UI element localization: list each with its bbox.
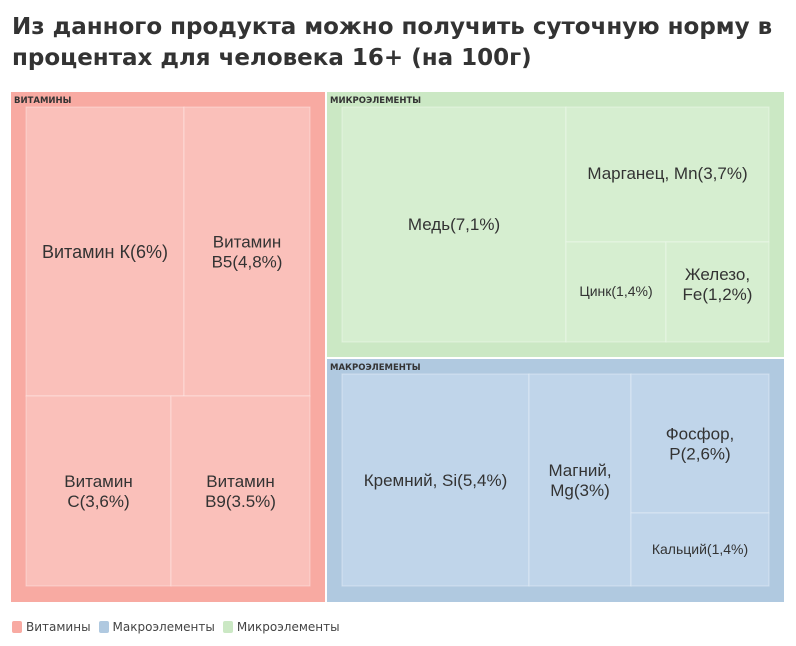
legend: Витамины Макроэлементы Микроэлементы (12, 620, 340, 634)
tile-micro-2[interactable] (565, 241, 667, 343)
group-header-micro: МИКРОЭЛЕМЕНТЫ (330, 96, 421, 106)
tile-label-vitamins-0: Витамин К(6%) (42, 242, 168, 262)
tile-macro-2[interactable] (630, 373, 770, 514)
tile-micro-0[interactable] (341, 106, 567, 343)
tile-label-vitamins-2: Витамин С(3,6%) (64, 472, 132, 511)
legend-item-micro[interactable]: Микроэлементы (222, 620, 340, 634)
tile-macro-0[interactable] (341, 373, 530, 587)
legend-item-vitamins[interactable]: Витамины (12, 620, 91, 634)
legend-swatch-micro (222, 621, 233, 633)
tile-label-vitamins-1: Витамин В5(4,8%) (212, 232, 283, 271)
tile-label-macro-1: Магний, Mg(3%) (548, 461, 611, 500)
tile-macro-1[interactable] (528, 373, 632, 587)
legend-swatch-vitamins (12, 621, 22, 633)
tile-label-micro-1: Марганец, Mn(3,7%) (587, 164, 747, 183)
legend-label-macro: Макроэлементы (112, 620, 215, 634)
group-header-macro: МАКРОЭЛЕМЕНТЫ (330, 363, 421, 373)
legend-label-micro: Микроэлементы (236, 620, 340, 634)
tile-label-micro-2: Цинк(1,4%) (579, 283, 652, 299)
tile-vitamins-2[interactable] (25, 395, 172, 587)
tile-label-vitamins-3: Витамин В9(3.5%) (205, 472, 276, 511)
tile-label-macro-0: Кремний, Si(5,4%) (364, 471, 508, 490)
tile-label-micro-3: Железо, Fe(1,2%) (683, 265, 753, 304)
legend-item-macro[interactable]: Макроэлементы (98, 620, 215, 634)
group-header-vitamins: ВИТАМИНЫ (14, 96, 72, 106)
tile-label-micro-0: Медь(7,1%) (408, 215, 500, 234)
tile-vitamins-3[interactable] (170, 395, 311, 587)
tile-micro-3[interactable] (665, 241, 770, 343)
tile-label-macro-2: Фосфор, P(2,6%) (666, 424, 735, 463)
legend-label-vitamins: Витамины (26, 620, 91, 634)
tile-micro-1[interactable] (565, 106, 770, 243)
chart-title: Из данного продукта можно получить суточ… (12, 14, 773, 71)
tile-vitamins-1[interactable] (183, 106, 311, 397)
tile-macro-3[interactable] (630, 512, 770, 587)
tile-label-macro-3: Кальций(1,4%) (652, 541, 748, 557)
legend-swatch-macro (98, 621, 109, 633)
